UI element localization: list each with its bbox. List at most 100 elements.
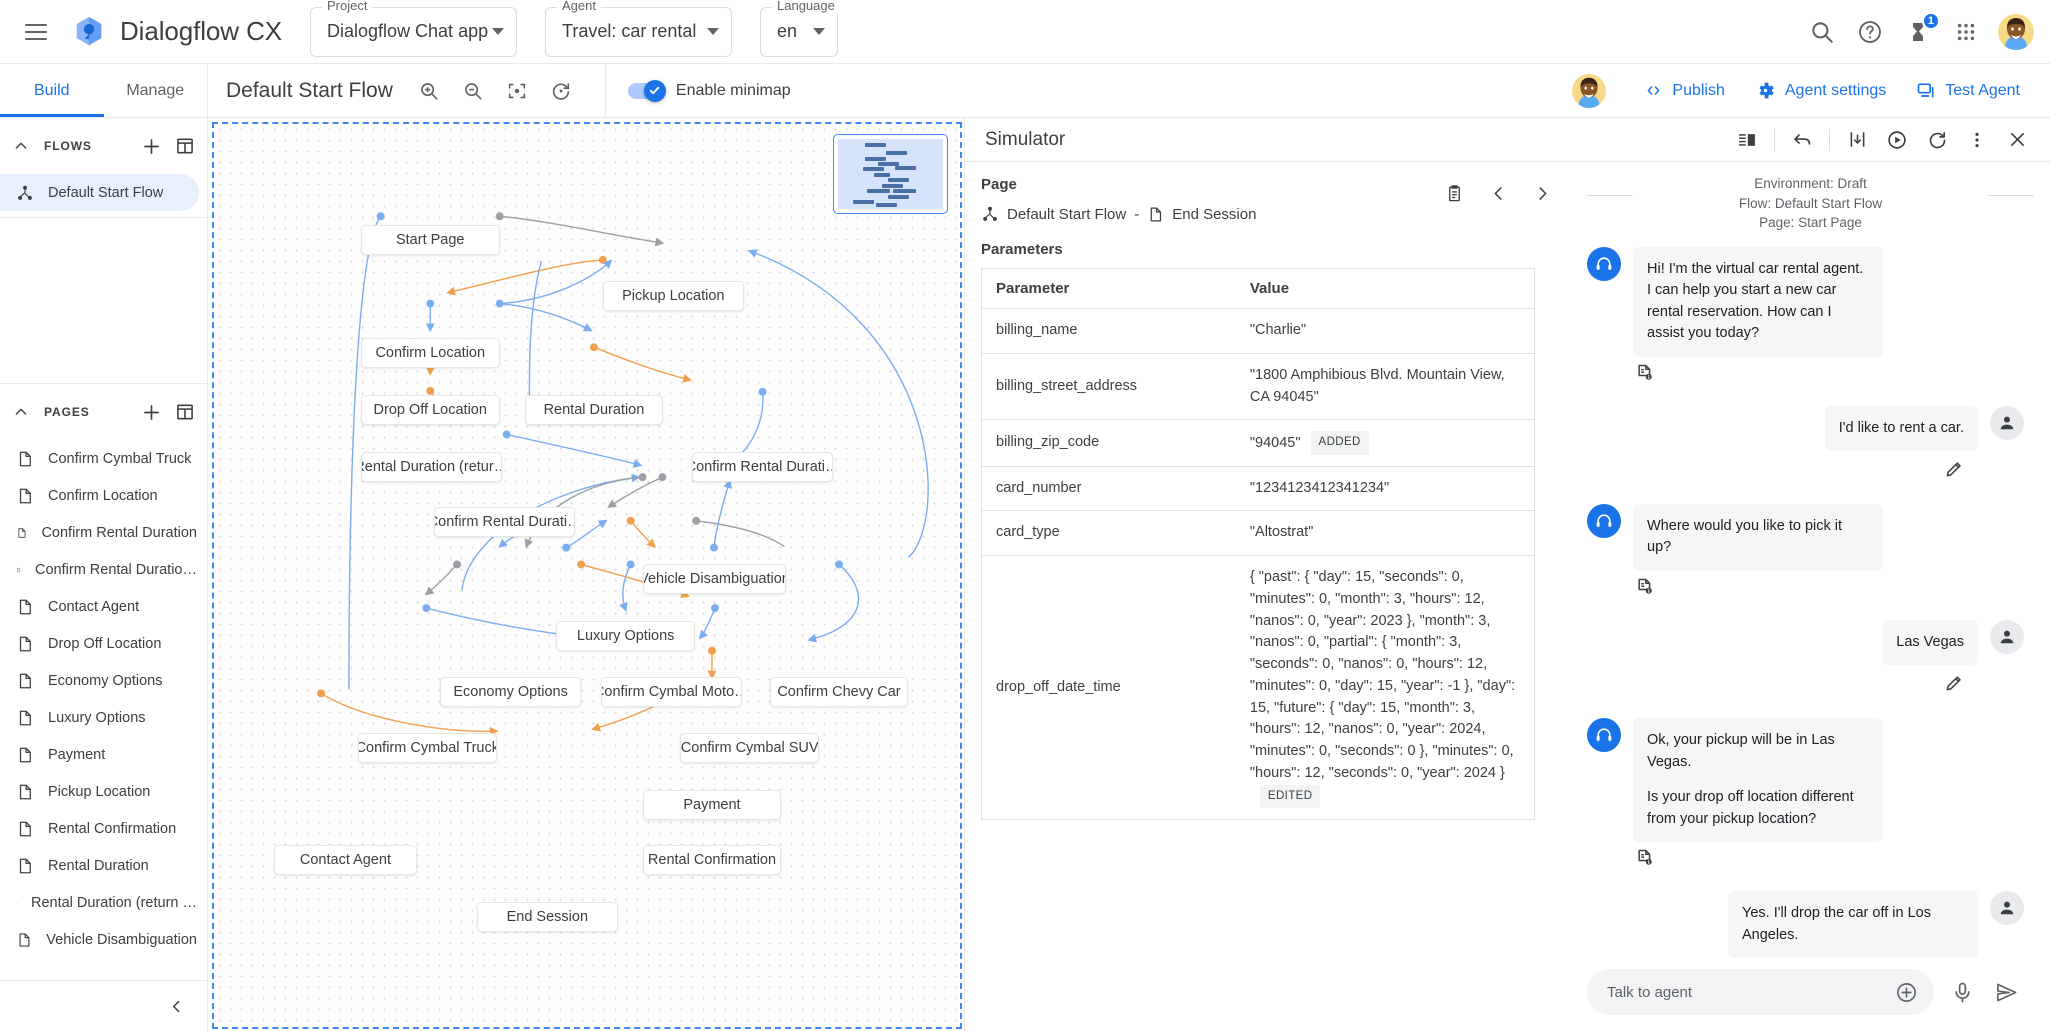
apps-grid-icon[interactable]: [1942, 8, 1990, 56]
test-agent-button[interactable]: Test Agent: [1904, 73, 2032, 109]
page-label: Page: [981, 176, 1017, 193]
flow-node[interactable]: Luxury Options: [556, 620, 696, 651]
send-icon[interactable]: [1990, 976, 2022, 1008]
reset-layout-icon[interactable]: [541, 71, 581, 111]
sidebar-page-item[interactable]: Contact Agent: [0, 588, 207, 625]
add-flow-icon[interactable]: [137, 132, 165, 160]
sidebar-item-default-start-flow[interactable]: Default Start Flow: [0, 174, 199, 211]
sidebar-page-item[interactable]: Confirm Cymbal Truck: [0, 440, 207, 477]
flow-node[interactable]: Confirm Rental Durati…: [692, 451, 833, 482]
collaborator-avatar[interactable]: [1572, 73, 1607, 108]
flow-node[interactable]: End Session: [476, 901, 618, 932]
sidebar-page-item[interactable]: Drop Off Location: [0, 625, 207, 662]
chevron-up-icon[interactable]: [10, 135, 32, 157]
sidebar-page-item[interactable]: Confirm Location: [0, 477, 207, 514]
flow-node[interactable]: Vehicle Disambiguation: [642, 563, 787, 594]
flow-node[interactable]: Pickup Location: [602, 281, 744, 312]
transcript-icon[interactable]: [1728, 121, 1766, 159]
publish-button[interactable]: Publish: [1632, 73, 1736, 108]
flows-table-view-icon[interactable]: [171, 132, 199, 160]
sidebar-page-item[interactable]: Rental Confirmation: [0, 810, 207, 847]
minimap-switch[interactable]: [627, 79, 666, 102]
flow-node[interactable]: Drop Off Location: [360, 394, 500, 425]
flow-node[interactable]: Economy Options: [440, 677, 582, 708]
zoom-in-icon[interactable]: [409, 71, 449, 111]
pages-list[interactable]: Confirm Cymbal Truck Confirm Location Conf…: [0, 440, 207, 981]
chevron-up-icon[interactable]: [10, 401, 32, 423]
response-details-icon[interactable]: [1635, 848, 1883, 873]
project-selector[interactable]: Project Dialogflow Chat app: [310, 0, 517, 57]
microphone-icon[interactable]: [1946, 976, 1978, 1008]
chat-input[interactable]: [1607, 983, 1880, 1001]
notification-icon[interactable]: 1: [1894, 8, 1942, 56]
sidebar-page-item[interactable]: Confirm Rental Duration: [0, 514, 207, 551]
sidebar-page-item[interactable]: Rental Duration (return …: [0, 884, 207, 921]
collapse-panel-icon[interactable]: [161, 991, 191, 1021]
page-icon: [18, 527, 26, 538]
message-text: Las Vegas: [1896, 633, 1964, 650]
flow-node[interactable]: Confirm Rental Durati…: [434, 507, 576, 538]
tab-build[interactable]: Build: [0, 64, 104, 117]
flow-node[interactable]: Confirm Cymbal SUV: [680, 732, 820, 763]
minimap-toggle[interactable]: Enable minimap: [604, 64, 791, 117]
flow-node[interactable]: Confirm Chevy Car: [769, 677, 909, 708]
zoom-out-icon[interactable]: [453, 71, 493, 111]
edit-icon[interactable]: [1944, 459, 1964, 484]
agent-selector[interactable]: Agent Travel: car rental: [545, 0, 732, 57]
help-icon[interactable]: [1846, 8, 1894, 56]
flow-canvas[interactable]: Start Page Pickup Location Confirm Locatio…: [212, 122, 962, 1029]
close-icon[interactable]: [1998, 121, 2036, 159]
sidebar-page-item[interactable]: Pickup Location: [0, 773, 207, 810]
simulator-panel: Simulator: [964, 118, 2050, 1031]
download-icon[interactable]: [1838, 121, 1876, 159]
flow-node[interactable]: Payment: [642, 789, 782, 820]
search-icon[interactable]: [1798, 8, 1846, 56]
response-details-icon[interactable]: [1635, 577, 1883, 602]
sidebar-page-item[interactable]: Luxury Options: [0, 699, 207, 736]
table-header-row: Parameter Value: [981, 268, 1535, 309]
parameters-scroll[interactable]: Parameter Value billing_name "Charlie" bil…: [981, 268, 1557, 1031]
tab-manage[interactable]: Manage: [126, 81, 185, 99]
sidebar-page-item[interactable]: Vehicle Disambiguation: [0, 921, 207, 958]
add-page-icon[interactable]: [137, 398, 165, 426]
flow-node[interactable]: Start Page: [360, 224, 500, 255]
hamburger-menu-icon[interactable]: [12, 8, 60, 56]
flow-node[interactable]: Confirm Cymbal Moto…: [600, 677, 742, 708]
flow-node[interactable]: Rental Confirmation: [642, 845, 782, 876]
flow-node-label: Luxury Options: [576, 627, 675, 644]
add-circle-icon[interactable]: [1890, 976, 1922, 1008]
undo-icon[interactable]: [1783, 121, 1821, 159]
response-details-icon[interactable]: [1635, 363, 1883, 388]
agent-avatar: [1587, 503, 1621, 538]
language-selector[interactable]: Language en: [760, 0, 840, 57]
flow-node[interactable]: Confirm Cymbal Truck: [357, 732, 497, 763]
sidebar-page-item[interactable]: Rental Duration: [0, 847, 207, 884]
parameters-table: Parameter Value billing_name "Charlie" bil…: [981, 268, 1535, 820]
play-icon[interactable]: [1878, 121, 1916, 159]
message-text: I'd like to rent a car.: [1838, 419, 1964, 436]
more-options-icon[interactable]: [1958, 121, 1996, 159]
flow-node[interactable]: Rental Duration (retur…: [360, 451, 502, 482]
previous-icon[interactable]: [1483, 178, 1513, 208]
flow-minimap[interactable]: [833, 134, 948, 214]
fit-to-screen-icon[interactable]: [497, 71, 537, 111]
sidebar-page-item[interactable]: Confirm Rental Duratio…: [0, 551, 207, 588]
flow-node[interactable]: Confirm Location: [360, 338, 500, 369]
agent-settings-button[interactable]: Agent settings: [1743, 72, 1898, 109]
user-avatar[interactable]: [1998, 13, 2034, 50]
pages-table-view-icon[interactable]: [171, 398, 199, 426]
next-icon[interactable]: [1527, 178, 1557, 208]
flow-node[interactable]: Rental Duration: [524, 394, 664, 425]
page-icon: [19, 710, 31, 725]
flow-node[interactable]: Contact Agent: [273, 845, 418, 876]
sidebar-page-item[interactable]: Payment: [0, 736, 207, 773]
composer-box[interactable]: [1587, 969, 1934, 1015]
chat-messages[interactable]: Hi! I'm the virtual car rental agent. I …: [1587, 241, 2034, 959]
sidebar-page-item[interactable]: Economy Options: [0, 662, 207, 699]
edit-icon[interactable]: [1944, 673, 1964, 698]
language-value: en: [777, 21, 798, 41]
project-value: Dialogflow Chat app: [327, 21, 489, 41]
copy-icon[interactable]: [1439, 178, 1469, 208]
restart-icon[interactable]: [1918, 121, 1956, 159]
